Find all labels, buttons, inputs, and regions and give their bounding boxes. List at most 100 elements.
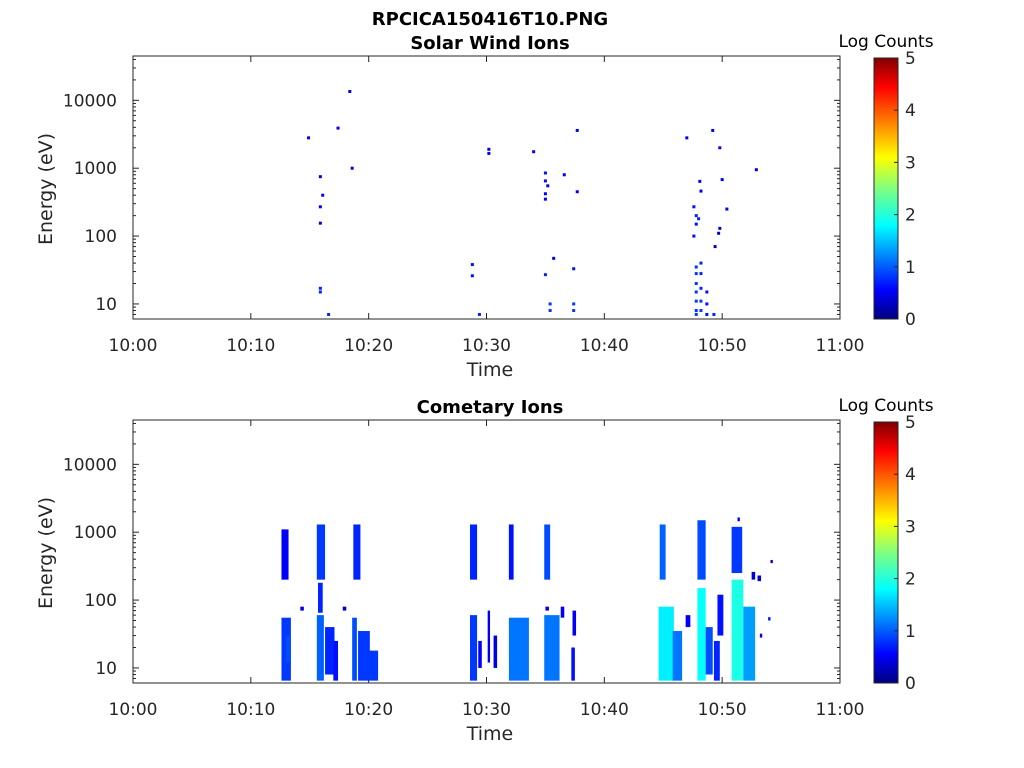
x-tick-label: 10:20 [344, 336, 393, 356]
colorbar-tick-label: 5 [905, 49, 916, 69]
heatmap-cell [731, 579, 744, 681]
heatmap-cell [699, 299, 703, 303]
heatmap-cell [720, 178, 724, 182]
heatmap-cell [352, 617, 357, 681]
x-tick-label: 10:50 [698, 700, 747, 720]
heatmap-cell [333, 640, 339, 681]
colorbar-title-cometary: Log Counts [838, 396, 933, 416]
heatmap-cell [705, 302, 709, 306]
heatmap-cell [552, 256, 556, 260]
heatmap-cell [571, 647, 575, 681]
heatmap-cell [770, 559, 773, 564]
heatmap-cell [659, 524, 666, 580]
heatmap-cell [307, 136, 311, 140]
heatmap-cell [367, 650, 379, 681]
heatmap-cell [508, 617, 529, 681]
x-tick-label: 10:40 [580, 336, 629, 356]
heatmap-cell [699, 261, 703, 265]
heatmap-cell [685, 615, 691, 628]
heatmap-cell [743, 606, 756, 681]
y-axis-label-cometary: Energy (eV) [35, 497, 57, 609]
y-tick-label: 10 [95, 295, 117, 315]
x-tick-label: 10:30 [462, 336, 511, 356]
heatmap-cell [713, 640, 720, 681]
heatmap-cell [470, 524, 478, 580]
plot-area-solar-wind [132, 55, 841, 320]
heatmap-cell [731, 526, 743, 574]
heatmap-cell [685, 136, 689, 140]
heatmap-cell [575, 190, 579, 194]
heatmap-cell [477, 312, 481, 316]
x-tick-label: 10:40 [580, 700, 629, 720]
heatmap-cell [712, 312, 716, 316]
x-tick-label: 10:10 [226, 700, 275, 720]
heatmap-cell [711, 128, 715, 132]
heatmap-cell [699, 189, 703, 193]
y-axis-solar-wind: 10 100 1000 10000 [63, 58, 840, 320]
heatmap-cell [544, 615, 560, 681]
y-axis-cometary: 10 100 1000 10000 [63, 422, 840, 684]
heatmap-cell [572, 610, 577, 636]
colorbar-tick-label: 1 [905, 622, 916, 642]
heatmap-cell [548, 302, 552, 306]
colorbar-tick-label: 4 [905, 465, 916, 485]
x-axis-label-solar-wind: Time [466, 359, 514, 381]
heatmap-cells-solar-wind [307, 89, 758, 316]
y-tick-label: 10 [95, 659, 117, 679]
y-tick-label: 10000 [63, 91, 117, 111]
heatmap-cell [572, 302, 576, 306]
heatmap-cell [718, 226, 722, 230]
x-tick-label: 10:50 [698, 336, 747, 356]
panel-solar-wind: Solar Wind Ions 10:00 10:10 10:20 10:30 10:4… [35, 32, 934, 381]
heatmap-cell [717, 231, 721, 235]
heatmap-cell [697, 520, 706, 580]
heatmap-cell [694, 272, 698, 276]
heatmap-cell [300, 606, 304, 611]
colorbar-gradient-solar-wind [873, 57, 899, 320]
heatmap-cell [543, 273, 547, 277]
heatmap-cell [699, 272, 703, 276]
colorbar-tick-label: 1 [905, 258, 916, 278]
colorbar-tick-label: 3 [905, 517, 916, 537]
heatmap-cell [487, 151, 491, 155]
y-tick-label: 10000 [63, 455, 117, 475]
heatmap-cell [572, 309, 576, 313]
panel-title-cometary: Cometary Ions [417, 397, 564, 418]
heatmap-cell [692, 234, 696, 238]
y-tick-label: 1000 [74, 523, 117, 543]
heatmap-cell [694, 312, 698, 316]
heatmap-cell [508, 524, 514, 580]
heatmap-cell [697, 217, 701, 221]
heatmap-cell [545, 606, 549, 611]
heatmap-cell [317, 582, 323, 613]
heatmap-cell [699, 309, 703, 313]
heatmap-cell [725, 207, 729, 211]
heatmap-cell [672, 631, 683, 681]
heatmap-cell [543, 192, 547, 196]
heatmap-cell [705, 290, 709, 294]
heatmap-cell [562, 173, 566, 177]
colorbar-tick-label: 2 [905, 206, 916, 226]
heatmap-cell [705, 312, 709, 316]
heatmap-cell [318, 290, 322, 294]
heatmap-cell [694, 309, 698, 313]
heatmap-cell [699, 286, 703, 290]
heatmap-cell [694, 265, 698, 269]
heatmap-cell [543, 179, 547, 183]
heatmap-cell [751, 571, 756, 580]
colorbar-solar-wind: Log Counts 0 1 2 3 4 5 [838, 32, 933, 330]
heatmap-cell [318, 286, 322, 290]
heatmap-cell [493, 635, 498, 668]
x-axis-cometary: 10:00 10:10 10:20 10:30 10:40 10:50 11:00 [109, 420, 865, 720]
heatmap-cell [713, 245, 717, 249]
heatmap-cell [694, 299, 698, 303]
heatmap-cell [327, 312, 331, 316]
x-tick-label: 10:00 [109, 700, 158, 720]
colorbar-tick-label: 4 [905, 101, 916, 121]
heatmap-cell [698, 179, 702, 183]
heatmap-cell [487, 610, 491, 663]
heatmap-cell [358, 631, 370, 681]
heatmap-cell [532, 150, 536, 154]
heatmap-cell [737, 517, 740, 522]
heatmap-cell [697, 588, 706, 681]
